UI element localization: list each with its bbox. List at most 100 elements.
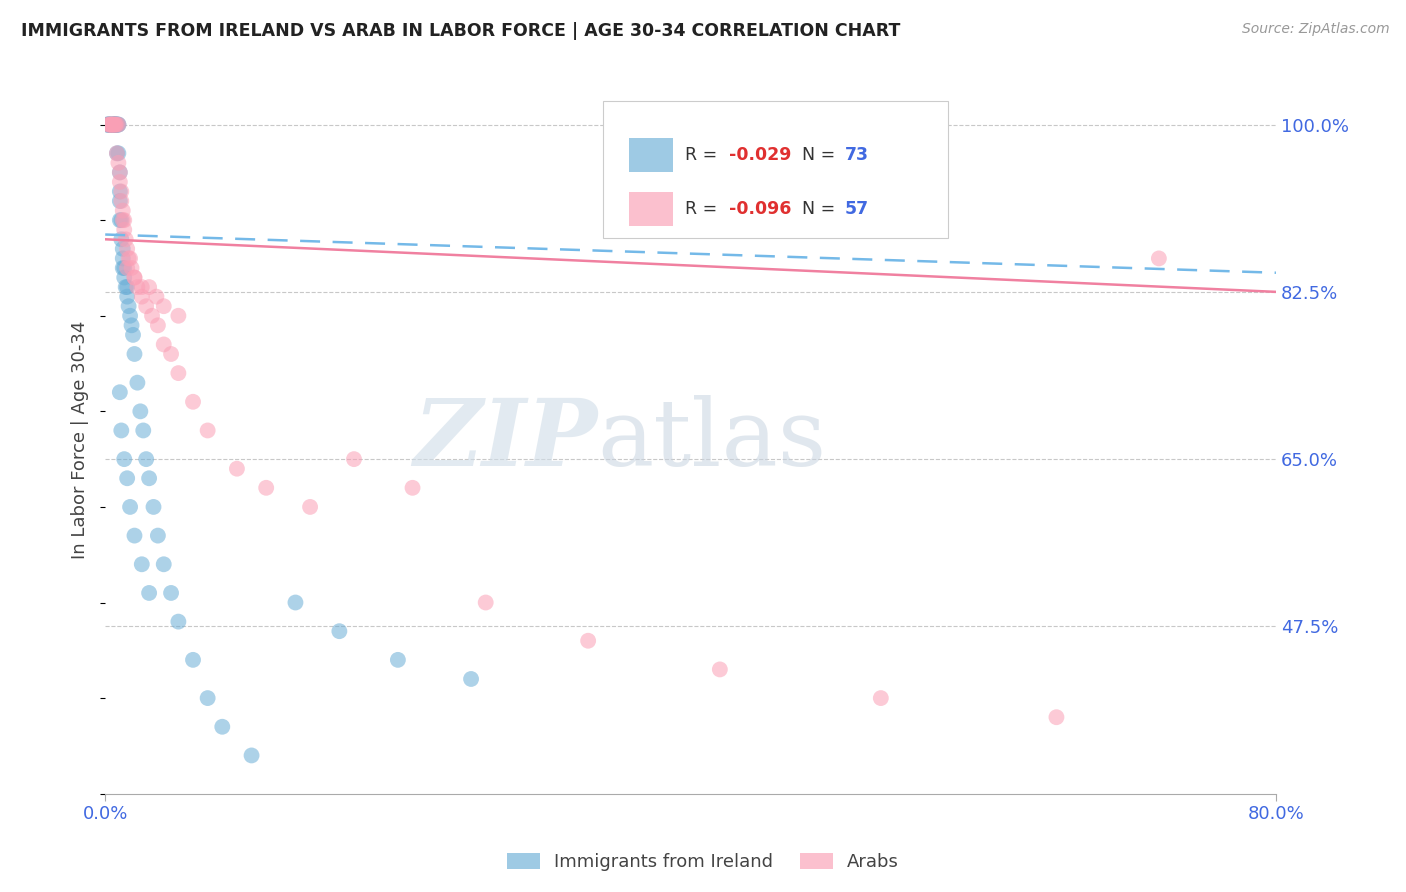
Point [107,118,129,132]
Point [105,118,128,132]
Point [115,242,138,256]
Point [343,452,366,467]
Point [112,260,135,275]
Point [211,720,233,734]
Point [401,481,423,495]
Point [104,118,127,132]
Point [131,558,153,572]
Point [328,624,350,639]
Point [108,385,131,400]
Point [181,653,204,667]
Text: R =: R = [685,200,723,218]
Point [474,595,496,609]
Point [112,223,135,237]
Point [117,252,139,266]
Point [105,118,128,132]
Point [98,118,121,132]
Point [132,424,155,438]
Point [108,175,131,189]
Legend: Immigrants from Ireland, Arabs: Immigrants from Ireland, Arabs [501,846,905,879]
Point [121,318,143,333]
Point [98,118,121,132]
Point [254,481,277,495]
Point [152,299,174,313]
Point [108,165,131,179]
Point [110,232,132,246]
Point [98,118,121,132]
Text: ZIP: ZIP [413,395,598,485]
Point [121,260,143,275]
Point [167,309,190,323]
Bar [628,137,673,171]
Point [167,366,190,380]
Point [97,118,120,132]
Point [138,471,160,485]
Point [103,118,125,132]
Point [108,185,131,199]
Y-axis label: In Labor Force | Age 30-34: In Labor Force | Age 30-34 [72,321,89,559]
Point [100,118,122,132]
Point [122,327,145,342]
Point [105,146,128,161]
Point [284,595,307,609]
Point [107,146,129,161]
Point [101,118,124,132]
Point [112,270,135,285]
Point [101,118,124,132]
Point [160,347,183,361]
Point [107,118,129,132]
Point [115,290,138,304]
Point [104,118,127,132]
Point [115,260,138,275]
Point [97,118,120,132]
Point [197,691,219,706]
Point [111,242,134,256]
Point [111,213,134,227]
Point [97,118,120,132]
Point [97,118,120,132]
Point [124,270,146,285]
Point [709,662,731,676]
Point [100,118,122,132]
Point [101,118,124,132]
Point [104,118,127,132]
Point [104,118,127,132]
Point [114,232,136,246]
Point [127,280,149,294]
Point [112,213,135,227]
Point [108,194,131,208]
Text: 73: 73 [845,145,869,163]
Point [104,118,127,132]
Point [576,633,599,648]
Point [226,461,249,475]
Point [138,280,160,294]
Point [111,203,134,218]
Point [142,500,165,514]
Point [98,118,121,132]
Point [141,309,163,323]
Point [104,118,127,132]
Point [131,290,153,304]
Point [103,118,125,132]
Point [100,118,122,132]
FancyBboxPatch shape [603,101,948,238]
Point [167,615,190,629]
Point [197,424,219,438]
Point [98,118,121,132]
Point [387,653,409,667]
Point [115,280,138,294]
Point [117,299,139,313]
Text: -0.096: -0.096 [730,200,792,218]
Point [124,528,146,542]
Point [127,376,149,390]
Point [138,586,160,600]
Text: IMMIGRANTS FROM IRELAND VS ARAB IN LABOR FORCE | AGE 30-34 CORRELATION CHART: IMMIGRANTS FROM IRELAND VS ARAB IN LABOR… [21,22,900,40]
Point [181,394,204,409]
Point [120,252,142,266]
Point [1045,710,1067,724]
Point [152,558,174,572]
Point [152,337,174,351]
Text: R =: R = [685,145,723,163]
Point [110,194,132,208]
Point [110,185,132,199]
